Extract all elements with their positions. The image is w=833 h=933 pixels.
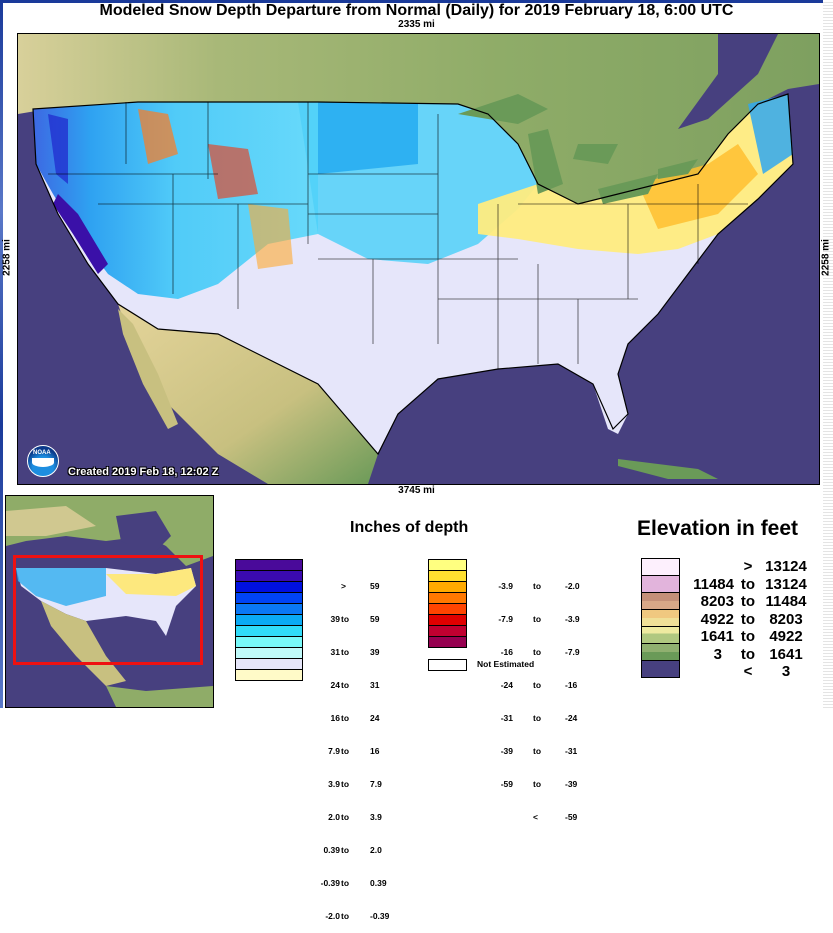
- depth-legend-negative: [428, 559, 467, 648]
- depth-negative-from-column: -3.9 -7.9 -16 -24 -31 -39 -59: [498, 581, 513, 789]
- not-estimated-label: Not Estimated: [477, 659, 535, 669]
- elevation-to-word-column: > to to to to to <: [740, 558, 756, 680]
- elev-swatch-1641-4922: [641, 626, 680, 644]
- map-width-label: 2335 mi: [398, 19, 435, 30]
- depth-legend-title: Inches of depth: [350, 519, 469, 536]
- elev-swatch-11484-13124: [641, 575, 680, 593]
- elev-swatch-4922-8203: [641, 609, 680, 627]
- map-bottom-width-label: 3745 mi: [398, 485, 435, 496]
- window-frame-top: [0, 0, 833, 3]
- window-frame-right: [823, 0, 833, 708]
- elev-swatch-8203-11484: [641, 592, 680, 610]
- inset-highlight-box: [13, 555, 203, 665]
- elev-swatch-lt-3: [641, 660, 680, 678]
- depth-positive-to-word-column: > to to to to to to to to to to: [341, 581, 350, 921]
- noaa-logo: NOAA: [27, 445, 59, 477]
- depth-positive-to-column: 59 59 39 31 24 16 7.9 3.9 2.0 0.39 -0.39: [370, 581, 390, 921]
- map-height-label-left: 2258 mi: [1, 239, 13, 276]
- elevation-legend-title: Elevation in feet: [637, 517, 799, 540]
- overview-inset-map[interactable]: [5, 495, 214, 708]
- elevation-to-column: 13124 13124 11484 8203 4922 1641 3: [765, 558, 807, 680]
- elevation-legend-swatches: [641, 558, 680, 678]
- swatch-lt-neg59: [428, 636, 467, 648]
- map-graphic: [18, 34, 819, 484]
- created-timestamp: Created 2019 Feb 18, 12:02 Z: [68, 466, 219, 478]
- depth-legend-positive: [235, 559, 303, 681]
- inset-map-graphic: [6, 496, 213, 707]
- map-height-label-right: 2258 mi: [820, 239, 832, 276]
- depth-positive-from-column: 39 31 24 16 7.9 3.9 2.0 0.39 -0.39 -2.0: [320, 614, 340, 921]
- page-title: Modeled Snow Depth Departure from Normal…: [99, 2, 734, 19]
- snow-depth-map[interactable]: NOAA Created 2019 Feb 18, 12:02 Z: [17, 33, 820, 485]
- depth-negative-to-column: -2.0 -3.9 -7.9 -16 -24 -31 -39 -59: [565, 581, 580, 822]
- depth-negative-to-word-column: to to to to to to to <: [533, 581, 542, 822]
- elev-swatch-3-1641: [641, 643, 680, 661]
- swatch-neg2.0-neg0.39: [235, 669, 303, 681]
- elevation-from-column: 11484 8203 4922 1641 3: [693, 575, 734, 663]
- noaa-bird-icon: [32, 458, 54, 467]
- window-frame-left: [0, 0, 3, 708]
- not-estimated-swatch: [428, 659, 467, 671]
- elev-swatch-gt-13124: [641, 558, 680, 576]
